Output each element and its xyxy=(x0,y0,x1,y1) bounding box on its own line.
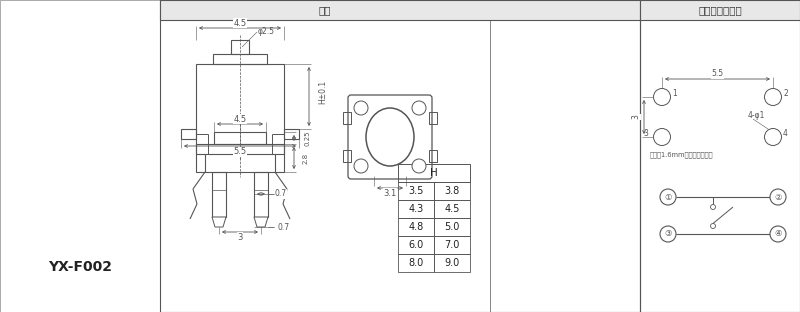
Circle shape xyxy=(660,226,676,242)
Text: 2.8: 2.8 xyxy=(303,153,309,163)
Text: 8.0: 8.0 xyxy=(408,258,424,268)
Text: 4.3: 4.3 xyxy=(408,204,424,214)
Circle shape xyxy=(654,89,670,105)
Text: 0.7: 0.7 xyxy=(275,189,287,198)
Text: 3.1: 3.1 xyxy=(383,188,397,197)
Circle shape xyxy=(660,189,676,205)
Bar xyxy=(160,0,640,20)
Text: 4.5: 4.5 xyxy=(234,115,246,124)
Bar xyxy=(196,144,284,172)
Bar xyxy=(434,182,470,200)
Bar xyxy=(343,150,351,162)
Text: 3: 3 xyxy=(643,129,648,138)
Text: 請使用1.6mm厚的印刷電路板: 請使用1.6mm厚的印刷電路板 xyxy=(650,152,714,158)
Bar xyxy=(434,236,470,254)
Bar xyxy=(429,112,437,124)
Text: 4.8: 4.8 xyxy=(408,222,424,232)
Text: 0.25: 0.25 xyxy=(305,130,311,146)
Bar xyxy=(0,0,160,312)
Text: ②: ② xyxy=(774,193,782,202)
Text: 9.0: 9.0 xyxy=(444,258,460,268)
Text: 4-φ1: 4-φ1 xyxy=(748,110,766,119)
Bar xyxy=(181,129,196,139)
Text: ④: ④ xyxy=(774,230,782,238)
Circle shape xyxy=(710,204,715,209)
Bar xyxy=(213,54,267,64)
Bar xyxy=(214,132,266,144)
Text: 4.5: 4.5 xyxy=(444,204,460,214)
Text: φ2.5: φ2.5 xyxy=(258,27,275,37)
Circle shape xyxy=(354,159,368,173)
Circle shape xyxy=(765,89,782,105)
Text: ①: ① xyxy=(664,193,672,202)
Circle shape xyxy=(710,223,715,228)
Text: YX-F002: YX-F002 xyxy=(48,260,112,274)
Bar xyxy=(398,254,434,272)
Bar xyxy=(398,164,470,182)
Circle shape xyxy=(412,159,426,173)
Text: 4.5: 4.5 xyxy=(234,18,246,27)
Circle shape xyxy=(770,226,786,242)
Bar xyxy=(398,236,434,254)
Text: H±0.1: H±0.1 xyxy=(318,80,327,104)
Bar xyxy=(212,172,226,217)
Text: 3.5: 3.5 xyxy=(408,186,424,196)
Text: 4: 4 xyxy=(783,129,788,138)
Text: 安裝圖及電路圖: 安裝圖及電路圖 xyxy=(698,5,742,15)
Bar xyxy=(254,172,268,217)
Text: 5.5: 5.5 xyxy=(711,70,723,79)
Bar xyxy=(434,200,470,218)
Bar xyxy=(398,218,434,236)
Circle shape xyxy=(770,189,786,205)
Circle shape xyxy=(765,129,782,145)
Polygon shape xyxy=(212,217,226,227)
Text: 3: 3 xyxy=(631,115,641,119)
Text: 6.0: 6.0 xyxy=(408,240,424,250)
Bar xyxy=(398,182,434,200)
Bar xyxy=(434,254,470,272)
Ellipse shape xyxy=(366,108,414,166)
Text: 尺寸: 尺寸 xyxy=(318,5,331,15)
Text: 0.7: 0.7 xyxy=(277,222,289,232)
Circle shape xyxy=(354,101,368,115)
Text: 1: 1 xyxy=(672,89,677,97)
Bar xyxy=(434,218,470,236)
Text: 7.0: 7.0 xyxy=(444,240,460,250)
Text: 5.5: 5.5 xyxy=(234,148,246,157)
Bar xyxy=(160,0,640,312)
Circle shape xyxy=(412,101,426,115)
Text: 3: 3 xyxy=(238,232,242,241)
Bar xyxy=(343,112,351,124)
Bar xyxy=(398,200,434,218)
Text: 2: 2 xyxy=(783,89,788,97)
Bar xyxy=(196,64,284,154)
Text: ③: ③ xyxy=(664,230,672,238)
Polygon shape xyxy=(254,217,268,227)
Bar xyxy=(284,129,299,139)
Bar xyxy=(640,0,800,20)
Text: H: H xyxy=(430,168,438,178)
Text: 3.8: 3.8 xyxy=(444,186,460,196)
FancyBboxPatch shape xyxy=(348,95,432,179)
Circle shape xyxy=(654,129,670,145)
Text: 5.0: 5.0 xyxy=(444,222,460,232)
Bar xyxy=(231,40,249,54)
Bar xyxy=(640,0,800,312)
Bar xyxy=(429,150,437,162)
